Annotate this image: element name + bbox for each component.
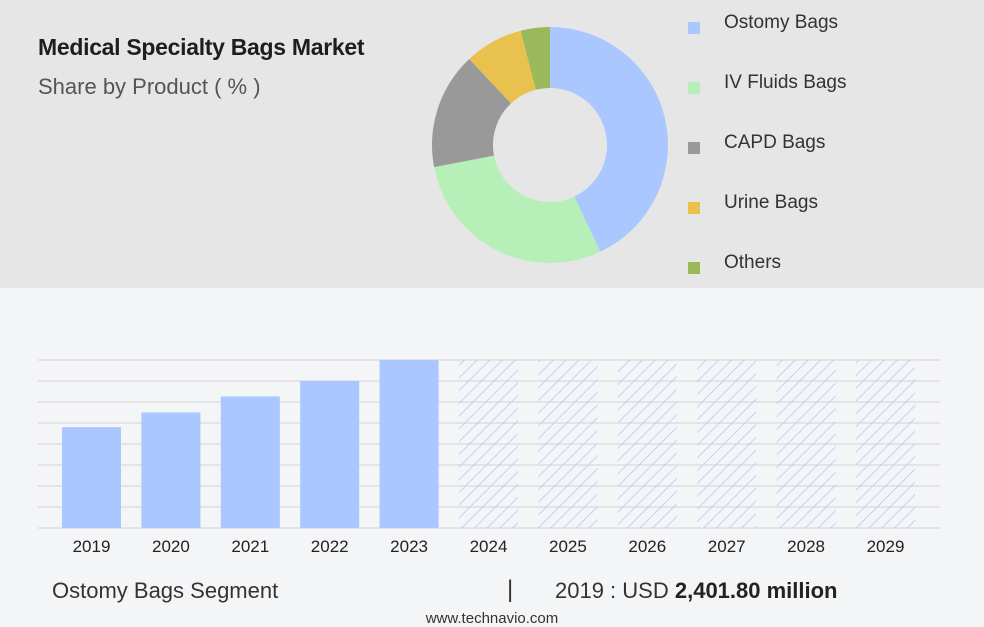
bar-chart: 2019 2020 2021 2022 2023 2024 2025 2026 2027 2028… [38,359,940,556]
forecast-bar-2025 [538,360,598,528]
x-tick-label: 2028 [787,537,825,556]
legend-swatch [688,142,700,154]
bar-2021 [220,396,280,528]
legend-label: Ostomy Bags [724,12,839,33]
x-tick-label: 2029 [867,537,905,556]
x-tick-label: 2024 [470,537,508,556]
x-tick-label: 2022 [311,537,349,556]
x-tick-label: 2025 [549,537,587,556]
x-tick-label: 2019 [73,537,111,556]
bar-2020 [141,412,201,528]
legend-label: IV Fluids Bags [724,72,847,93]
forecast-bar-2029 [856,360,915,528]
legend-label: CAPD Bags [724,132,826,153]
x-tick-label: 2021 [231,537,269,556]
forecast-bar-2027 [697,360,757,528]
chart-subtitle: Share by Product ( % ) [38,74,261,99]
bar-2019 [62,427,121,528]
source-credit: www.technavio.com [425,610,559,627]
legend-swatch [688,82,700,94]
chart-title: Medical Specialty Bags Market [38,34,365,60]
donut-slice-others [520,27,550,90]
legend-swatch [688,202,700,214]
donut-chart [432,27,668,263]
footer-divider: | [507,576,514,603]
x-tick-label: 2026 [628,537,666,556]
bar-2022 [300,381,360,528]
bar-2023 [379,360,439,528]
legend-label: Urine Bags [724,192,818,213]
segment-year-label: 2019 : USD [555,578,669,603]
segment-value: 2019 : USD 2,401.80 million [555,578,838,604]
legend-swatch [688,262,700,274]
forecast-bar-2026 [617,360,677,528]
donut-slice-iv-fluids-bags [434,155,601,263]
x-tick-label: 2020 [152,537,190,556]
donut-slice-urine-bags [469,30,536,104]
x-tick-label: 2027 [708,537,746,556]
forecast-bar-2028 [776,360,836,528]
donut-slice-capd-bags [432,58,511,168]
legend-label: Others [724,252,782,273]
x-tick-label: 2023 [390,537,428,556]
segment-amount: 2,401.80 million [674,578,838,603]
legend-swatch [688,22,700,34]
donut-slice-ostomy-bags [550,27,668,252]
segment-label: Ostomy Bags Segment [52,578,279,603]
forecast-bar-2024 [459,360,518,528]
